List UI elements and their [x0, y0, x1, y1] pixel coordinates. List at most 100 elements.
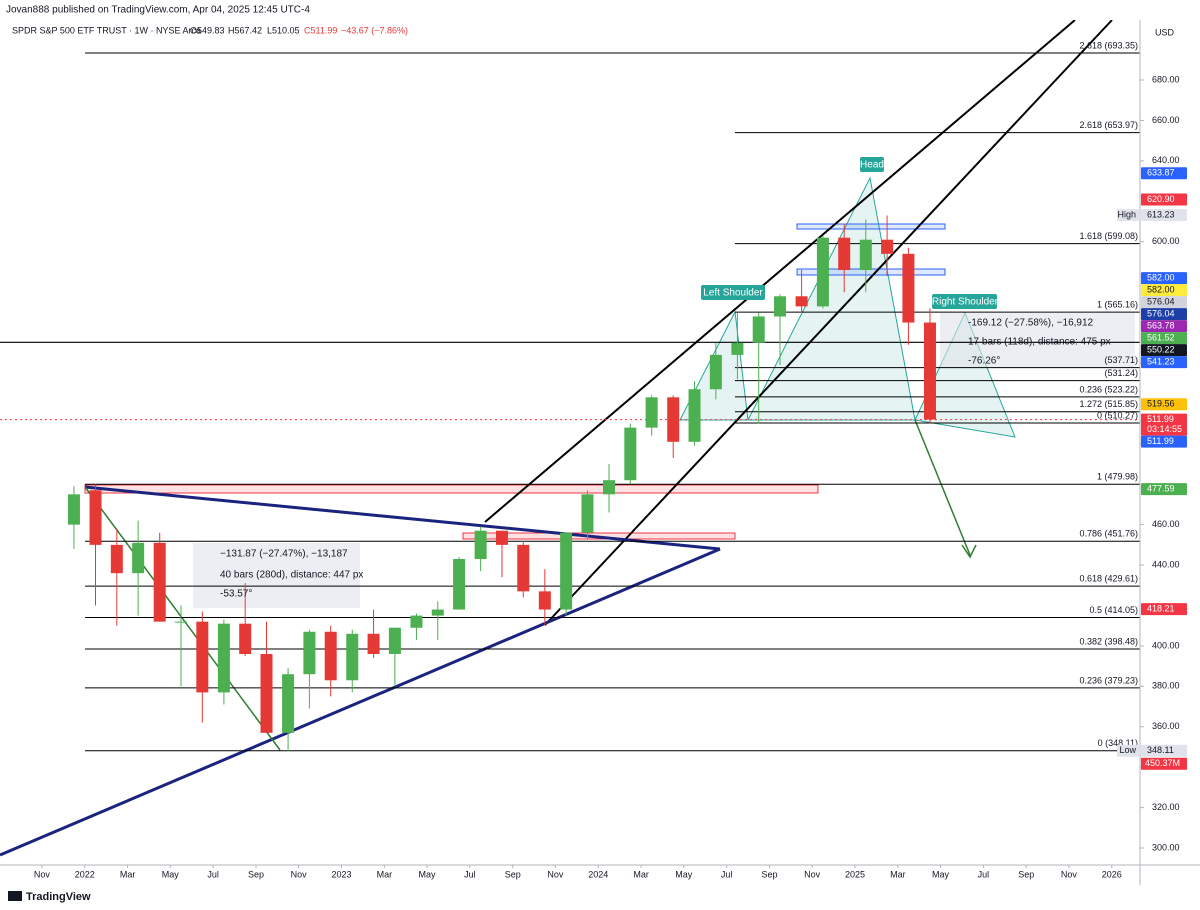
price-badge — [1141, 320, 1187, 333]
price-tag: Low — [1119, 745, 1136, 755]
candle-body — [110, 544, 123, 574]
fib-label: 0 (510.27) — [1097, 410, 1138, 420]
candle-body — [603, 480, 616, 495]
x-tick-label: 2024 — [588, 869, 608, 879]
price-badge — [1141, 272, 1187, 285]
x-tick-label: Jul — [978, 869, 990, 879]
trend-line — [0, 547, 721, 857]
currency: USD — [1155, 27, 1175, 37]
x-tick-label: Sep — [1018, 869, 1034, 879]
candle-body — [260, 654, 273, 733]
label-box — [932, 294, 997, 309]
y-tick-label: 380.00 — [1152, 681, 1180, 691]
candle-body — [196, 621, 209, 693]
y-tick-label: 360.00 — [1152, 721, 1180, 731]
right-shoulder-label: Right Shoulder — [932, 297, 999, 308]
price-badge — [1141, 208, 1187, 221]
arrow-head — [961, 544, 977, 559]
x-tick-label: Mar — [890, 869, 906, 879]
fib-label: 2.618 (653.97) — [1079, 120, 1138, 130]
measure-text: 17 bars (118d), distance: 475 px — [968, 337, 1111, 348]
x-tick-label: 2025 — [845, 869, 865, 879]
measure-text: 40 bars (280d), distance: 447 px — [220, 570, 363, 581]
price-badge — [1141, 167, 1187, 180]
ohlc-low: L510.05 — [267, 25, 300, 35]
drawings — [0, 19, 1135, 857]
candle-body — [175, 621, 188, 623]
volume-badge — [1141, 757, 1187, 770]
x-tick-label: Sep — [761, 869, 777, 879]
label-box — [860, 157, 884, 172]
measure-text: −131.87 (−27.47%), −13,187 — [220, 549, 348, 560]
candle-body — [89, 490, 102, 545]
price-badge-label: 550.22 — [1147, 344, 1175, 354]
fib-label: 2.618 (693.35) — [1079, 40, 1138, 50]
fib-label: 0.786 (451.76) — [1079, 529, 1138, 539]
candle-body — [709, 354, 722, 390]
fib-label: 1.272 (515.85) — [1079, 399, 1138, 409]
price-badge — [1141, 356, 1187, 369]
left-shoulder-label: Left Shoulder — [703, 288, 763, 299]
price-badge — [1141, 398, 1187, 411]
price-tag: High — [1117, 209, 1136, 219]
candle-body — [688, 389, 701, 442]
x-tick-label: Sep — [505, 869, 521, 879]
price-badge — [1141, 483, 1187, 496]
price-badge-label: 633.87 — [1147, 168, 1175, 178]
trend-line — [484, 19, 1076, 523]
measure-box — [940, 313, 1135, 368]
ohlc-open: O549.83 — [190, 25, 225, 35]
price-badge-label: 582.00 — [1147, 284, 1175, 294]
x-tick-label: Sep — [248, 869, 264, 879]
candle-body — [346, 633, 359, 681]
candle-body — [303, 631, 316, 675]
plot: 2.618 (693.35) 1 (479.98) 0.786 (451.76) 0.… — [0, 40, 1140, 752]
candle-body — [538, 591, 551, 610]
candle-body — [560, 532, 573, 610]
candle-body — [816, 237, 829, 307]
y-tick-label: 680.00 — [1152, 74, 1180, 84]
candle-body — [624, 427, 637, 481]
x-tick-label: Nov — [291, 869, 308, 879]
y-tick-label: 300.00 — [1152, 842, 1180, 852]
symbol: SPDR S&P 500 ETF TRUST · 1W · NYSE Arca — [12, 25, 201, 35]
candle-body — [132, 542, 145, 574]
price-badge-label: 620.90 — [1147, 194, 1175, 204]
measure-text: -53.57° — [220, 589, 252, 600]
candle-body — [752, 316, 765, 343]
y-tick-label: 640.00 — [1152, 155, 1180, 165]
fib-label: 0.5 (414.05) — [1089, 605, 1138, 615]
measure-text: -76.26° — [968, 356, 1000, 367]
measure-text: -169.12 (−27.58%), −16,912 — [968, 318, 1094, 329]
price-badge — [1141, 332, 1187, 345]
candle-body — [388, 627, 401, 655]
candle-body — [667, 397, 680, 442]
candle-body — [902, 253, 915, 323]
price-badge — [1141, 344, 1187, 357]
price-badge-label: 576.04 — [1147, 296, 1175, 306]
candle-body — [410, 615, 423, 628]
x-tick-label: Jul — [207, 869, 219, 879]
candle-body — [239, 623, 252, 655]
price-badge — [1141, 744, 1187, 757]
zone — [796, 223, 946, 230]
fib-label: 0 (348.11) — [1098, 738, 1138, 748]
candle-body — [645, 397, 658, 428]
price-badge — [1141, 296, 1187, 309]
candle-body — [923, 322, 936, 420]
fib-label: 0.236 (523.22) — [1079, 384, 1138, 394]
x-tick-label: May — [418, 869, 436, 879]
price-badge-label: 613.23 — [1147, 209, 1175, 219]
fib-label: 1.618 (599.08) — [1079, 231, 1138, 241]
price-badge-label: 576.04 — [1147, 308, 1175, 318]
label-box — [701, 285, 765, 300]
candle-body — [367, 633, 380, 655]
fib-label: 1 (565.16) — [1097, 299, 1138, 309]
x-tick-label: Mar — [377, 869, 393, 879]
candle-body — [431, 609, 444, 616]
candle-body — [67, 494, 80, 525]
x-tick-label: Jul — [721, 869, 733, 879]
candle-body — [324, 631, 337, 681]
